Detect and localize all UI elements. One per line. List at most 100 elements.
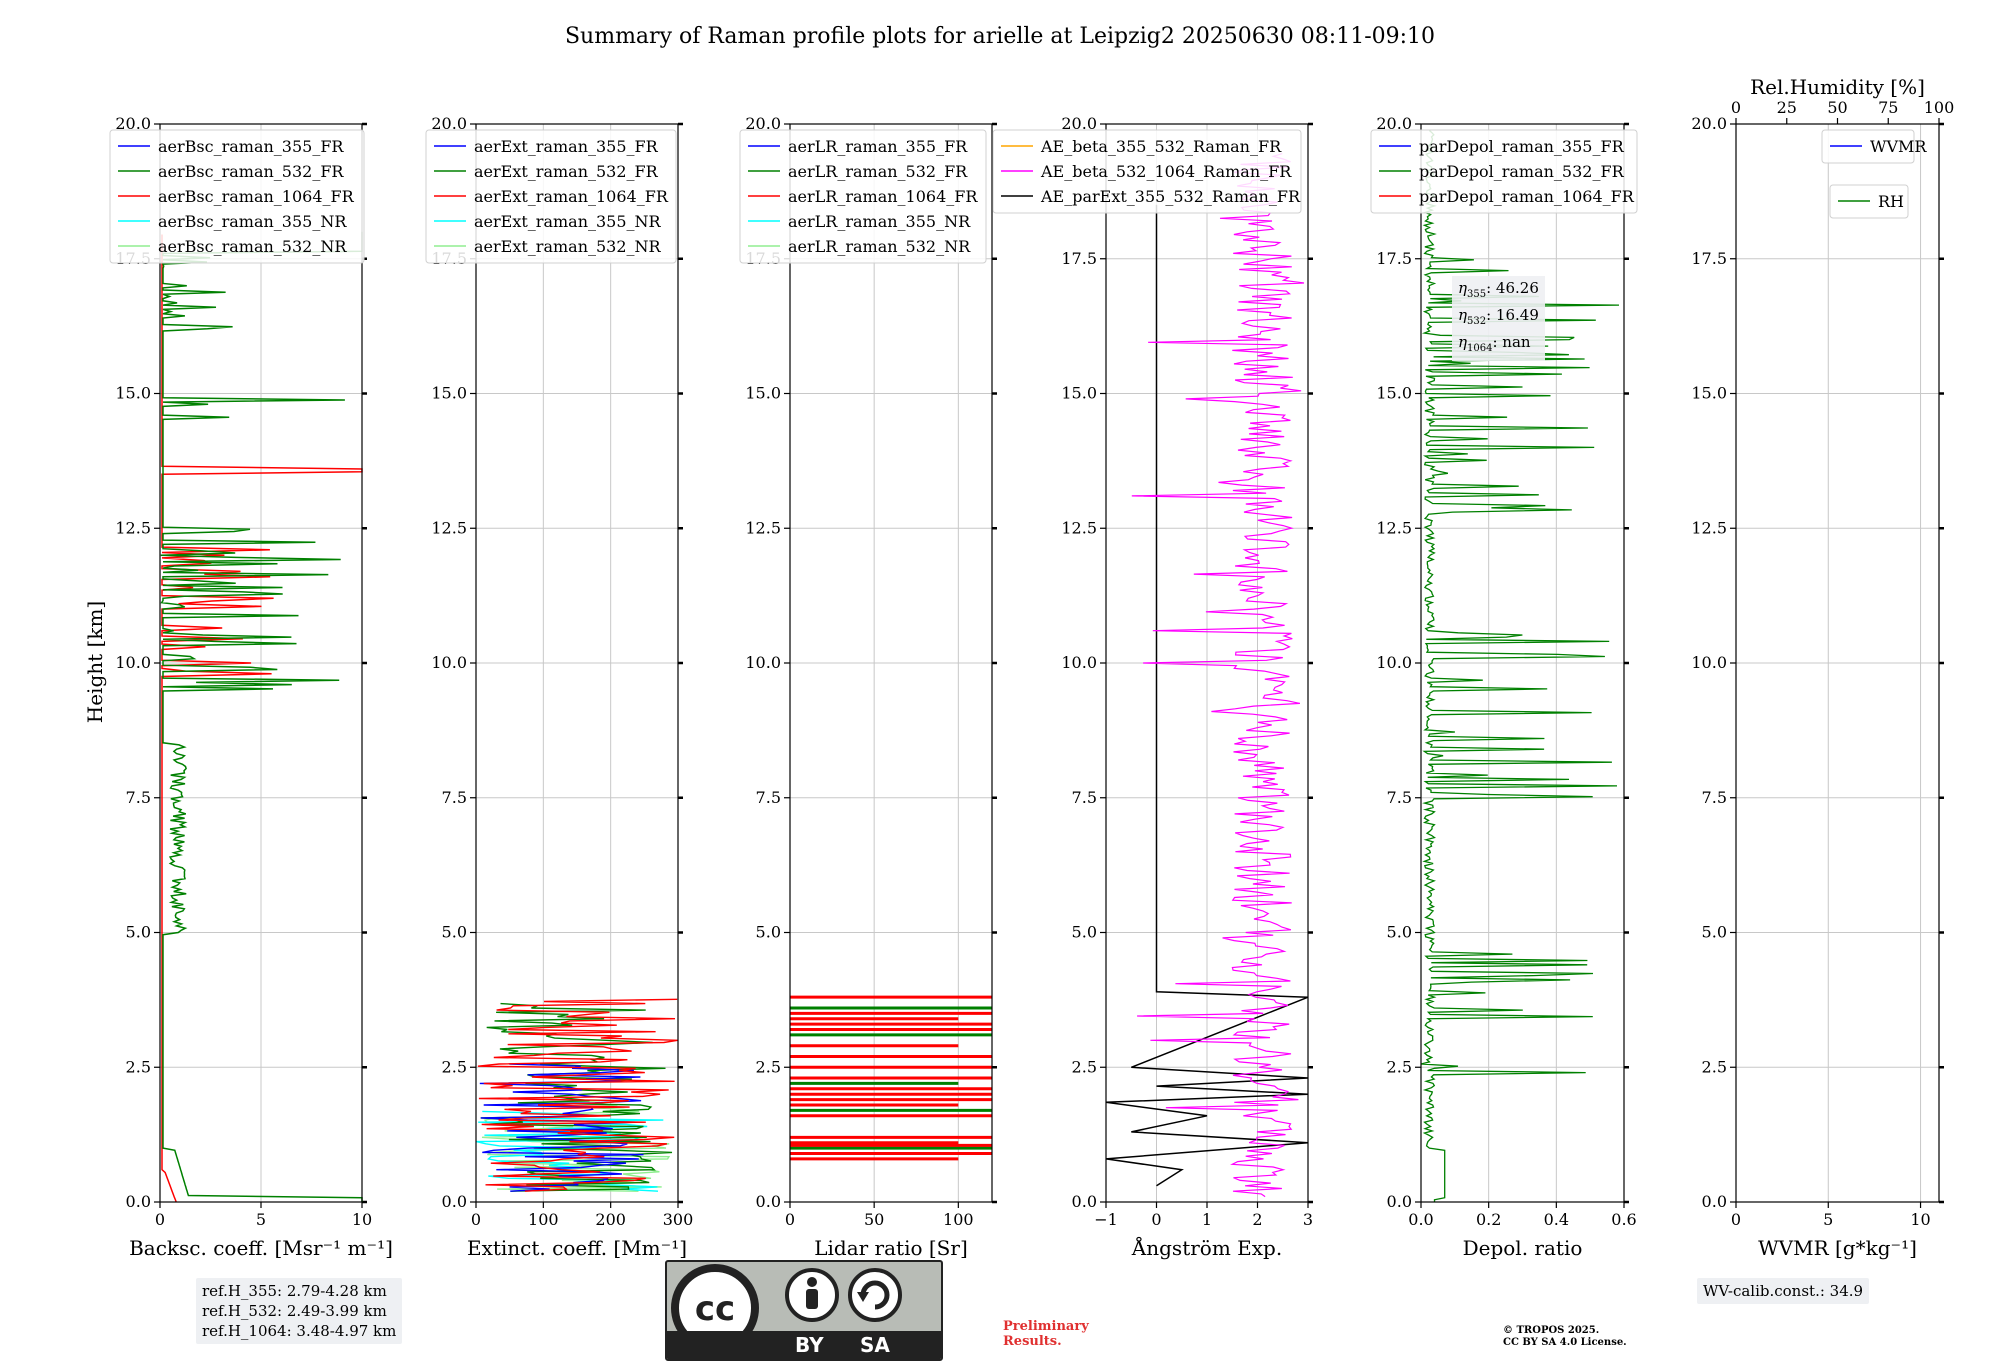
cc-by-label: BY [795,1333,824,1357]
x-axis-label: Extinct. coeff. [Mm⁻¹] [467,1236,687,1260]
y-tick-label: 10.0 [745,653,781,672]
y-tick-label: 7.5 [1072,788,1097,807]
y-tick-label: 12.5 [745,518,781,537]
y-tick-label: 20.0 [431,114,467,133]
legend-label: parDepol_raman_355_FR [1419,137,1625,156]
eta-annotation-box: η355: 46.26 η532: 16.49 η1064: nan [1452,276,1545,361]
x-tick-label: 50 [864,1210,884,1229]
legend-label: aerLR_raman_1064_FR [788,187,978,206]
y-tick-label: 10.0 [1376,653,1412,672]
x-axis-label: Ångström Exp. [1131,1235,1282,1260]
y-tick-label: 12.5 [431,518,467,537]
y-tick-label: 2.5 [756,1057,781,1076]
x-tick-label: 0 [1151,1210,1161,1229]
series-532 [1420,130,1620,1202]
y-tick-label: 2.5 [1702,1057,1727,1076]
figure-title: Summary of Raman profile plots for ariel… [565,24,1435,49]
svg-text:cc: cc [695,1289,735,1329]
x-tick-label: 0.0 [1408,1210,1433,1229]
cc-license-badge: cc BY SA [665,1260,943,1361]
y-tick-label: 15.0 [1691,384,1727,403]
y-tick-label: 12.5 [1691,518,1727,537]
y-tick-label: 0.0 [1072,1192,1097,1211]
y-tick-label: 0.0 [1702,1192,1727,1211]
x-axis-label: Lidar ratio [Sr] [814,1236,968,1260]
y-tick-label: 12.5 [1061,518,1097,537]
top-x-tick-label: 75 [1878,98,1898,117]
y-tick-label: 17.5 [1061,249,1097,268]
axes-frame [1420,123,1625,1203]
legend-label: aerBsc_raman_532_NR [158,237,347,256]
y-tick-label: 20.0 [745,114,781,133]
axes-frame [475,123,679,1203]
y-tick-label: 5.0 [1387,923,1412,942]
legend-label: aerExt_raman_1064_FR [474,187,669,206]
series-355-nr [476,1110,664,1192]
panel-depolarization: 0.0 2.5 5.0 7.5 10.0 12.5 15.0 17.5 20.0 0.0 0.2 0.… [1370,114,1638,1260]
legend-box [1821,129,1915,164]
y-tick-label: 7.5 [1387,788,1412,807]
top-x-tick-label: 100 [1924,98,1955,117]
y-tick-label: 10.0 [1061,653,1097,672]
y-tick-label: 20.0 [1061,114,1097,133]
legend-label: aerLR_raman_355_NR [788,212,971,231]
y-tick-label: 15.0 [431,384,467,403]
refh-532: ref.H_532: 2.49-3.99 km [202,1302,387,1320]
y-tick-label: 2.5 [442,1057,467,1076]
legend-box [425,129,677,264]
top-x-axis-label: Rel.Humidity [%] [1750,75,1925,99]
x-tick-label: 200 [595,1210,626,1229]
legend-box [1370,129,1638,214]
x-tick-label: 0 [155,1210,165,1229]
eta-355: η355: 46.26 [1458,279,1539,300]
legend-label: aerExt_raman_532_NR [474,237,662,256]
y-axis-label: Height [km] [83,601,107,723]
preliminary-note: Preliminary Results. [1003,1319,1089,1349]
legend-label: WVMR [1870,137,1927,156]
axes-frame [159,123,363,1203]
legend-label: aerLR_raman_355_FR [788,137,968,156]
y-tick-label: 15.0 [1376,384,1412,403]
legend-label: AE_parExt_355_532_Raman_FR [1040,187,1301,206]
x-tick-label: 5 [256,1210,266,1229]
y-tick-label: 0.0 [126,1192,151,1211]
x-tick-label: 0.6 [1611,1210,1636,1229]
y-tick-label: 5.0 [126,923,151,942]
eta-532: η532: 16.49 [1458,306,1539,327]
y-tick-label: 5.0 [756,923,781,942]
legend-box [992,129,1302,214]
y-tick-label: 12.5 [115,518,151,537]
y-tick-label: 15.0 [745,384,781,403]
series-355 [479,1063,644,1192]
wv-calib-const: WV-calib.const.: 34.9 [1703,1282,1864,1300]
series-1064 [161,234,363,1203]
series-532 [160,231,363,1202]
cc-sa-label: SA [860,1333,890,1357]
refh-355: ref.H_355: 2.79-4.28 km [202,1282,387,1300]
y-tick-label: 10.0 [115,653,151,672]
legend-label: aerExt_raman_532_FR [474,162,659,181]
panel-lidar-ratio: 0.02.55.07.510.012.515.017.520.0050100Li… [739,114,997,1260]
y-tick-label: 0.0 [756,1192,781,1211]
legend-label: aerBsc_raman_1064_FR [158,187,355,206]
wv-calib-box: WV-calib.const.: 34.9 [1697,1278,1870,1304]
y-tick-label: 20.0 [115,114,151,133]
y-tick-label: 12.5 [1376,518,1412,537]
legend-box [739,129,987,264]
x-tick-label: 300 [663,1210,694,1229]
y-tick-label: 7.5 [442,788,467,807]
top-x-tick-label: 50 [1827,98,1847,117]
top-x-tick-label: 25 [1777,98,1797,117]
panel-backscatter: 0.02.55.07.510.012.515.017.520.00510Back… [109,114,393,1260]
x-tick-label: 10 [1910,1210,1930,1229]
series-parext [1105,204,1309,1187]
x-axis-label: WVMR [g*kg⁻¹] [1758,1236,1917,1260]
legend-box [109,129,365,264]
x-tick-label: 10 [352,1210,372,1229]
y-tick-label: 5.0 [1702,923,1727,942]
y-tick-label: 15.0 [1061,384,1097,403]
legend-label: aerLR_raman_532_FR [788,162,968,181]
x-tick-label: 5 [1823,1210,1833,1229]
y-tick-label: 5.0 [442,923,467,942]
y-tick-label: 20.0 [1691,114,1727,133]
